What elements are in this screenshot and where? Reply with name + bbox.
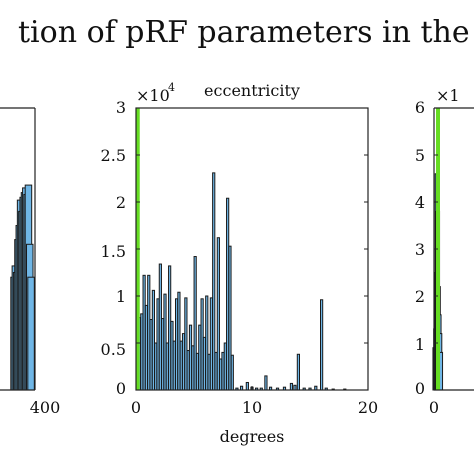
figure-title: tion of pRF parameters in the	[18, 15, 470, 50]
middle-y-multiplier: ×10 4	[136, 81, 175, 105]
eccentricity-histogram-panel	[135, 107, 369, 391]
middle-bar-58	[320, 299, 324, 391]
middle-y-tick-2: 2	[116, 193, 126, 212]
right-x-tick-0: 0	[429, 398, 439, 417]
middle-y-tick-0.5: 0.5	[101, 340, 126, 359]
middle-bar-53	[293, 384, 297, 391]
right-y-tick-3: 3	[415, 240, 425, 259]
middle-x-tick-0: 0	[131, 398, 141, 417]
middle-y-tick-1.5: 1.5	[101, 242, 126, 261]
right-y-tick-6: 6	[415, 98, 425, 117]
middle-bar-52	[289, 382, 294, 391]
left-x-tick-400: 400	[30, 398, 61, 417]
middle-y-tick-0: 0	[116, 379, 126, 398]
right-y-tick-1: 1	[415, 335, 425, 354]
eccentricity-title: eccentricity	[204, 81, 300, 100]
svg-text:×10: ×10	[136, 86, 170, 105]
right-y-multiplier: ×1	[436, 86, 460, 105]
middle-y-tick-2.5: 2.5	[101, 146, 126, 165]
svg-text:4: 4	[168, 81, 175, 94]
middle-y-tick-3: 3	[116, 98, 126, 117]
middle-x-tick-20: 20	[358, 398, 378, 417]
middle-x-axis-label: degrees	[220, 427, 285, 446]
middle-bar-44	[245, 381, 249, 391]
left-histogram-panel	[0, 107, 36, 391]
middle-x-tick-10: 10	[242, 398, 262, 417]
middle-bar-54	[296, 353, 300, 391]
right-y-tick-4: 4	[415, 193, 425, 212]
right-y-tick-0: 0	[415, 379, 425, 398]
right-y-tick-2: 2	[415, 287, 425, 306]
right-y-tick-5: 5	[415, 146, 425, 165]
right-histogram-panel	[432, 107, 474, 391]
middle-y-tick-1: 1	[116, 287, 126, 306]
left-bar-13	[27, 276, 35, 391]
middle-bar-41	[230, 354, 234, 391]
middle-bar-48	[264, 375, 268, 391]
